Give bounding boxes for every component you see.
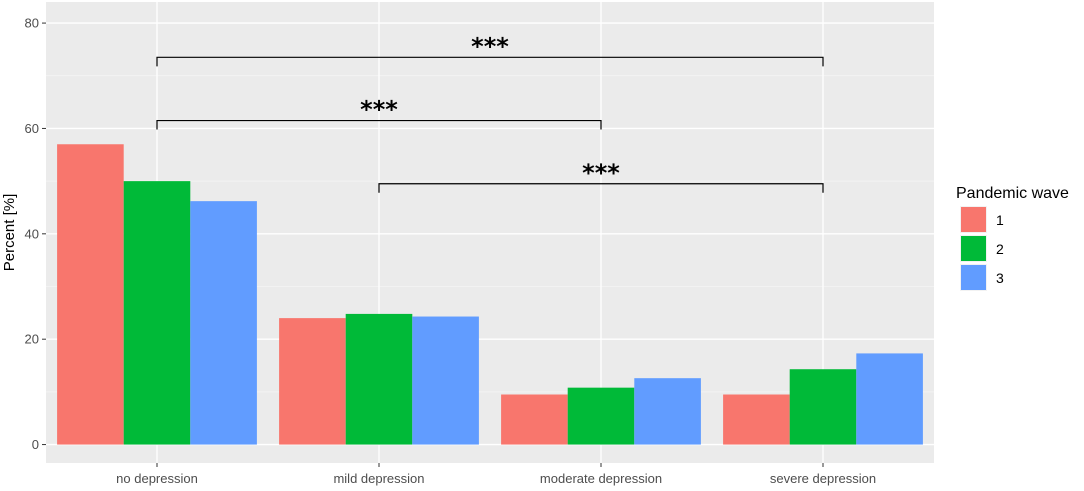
- legend-label: 1: [996, 212, 1004, 228]
- bar: [190, 201, 257, 445]
- legend-swatch: [961, 265, 986, 290]
- y-tick-label: 0: [32, 437, 39, 452]
- x-tick-label: mild depression: [333, 471, 424, 486]
- legend-swatch: [961, 236, 986, 261]
- bar: [856, 353, 923, 445]
- y-tick-label: 80: [25, 16, 39, 31]
- x-tick-label: severe depression: [770, 471, 876, 486]
- bar: [345, 313, 413, 445]
- significance-bracket: [156, 119, 602, 130]
- bar: [723, 394, 790, 445]
- bar: [412, 316, 479, 445]
- y-tick-label: 40: [25, 226, 39, 241]
- y-tick-label: 60: [25, 121, 39, 136]
- bar: [567, 387, 635, 445]
- significance-bracket: [378, 183, 824, 193]
- significance-label: ***: [471, 32, 509, 60]
- legend-title: Pandemic wave: [956, 185, 1069, 202]
- y-tick-label: 20: [25, 332, 39, 347]
- bar: [501, 394, 568, 445]
- significance-label: ***: [360, 96, 398, 124]
- bar: [789, 369, 857, 445]
- bar: [634, 378, 701, 445]
- y-axis-title: Percent [%]: [1, 194, 18, 272]
- bar: [123, 181, 191, 445]
- bars: [57, 144, 923, 445]
- y-axis: 0 20 40 60 80: [25, 16, 46, 452]
- legend-label: 3: [996, 270, 1004, 286]
- legend: Pandemic wave 1 2 3: [956, 185, 1069, 291]
- significance-brackets: *** *** ***: [156, 32, 824, 193]
- significance-bracket: [156, 56, 824, 67]
- legend-swatch: [961, 207, 986, 232]
- bar: [57, 144, 124, 445]
- legend-label: 2: [996, 241, 1004, 257]
- x-tick-label: moderate depression: [540, 471, 662, 486]
- x-tick-label: no depression: [116, 471, 198, 486]
- significance-label: ***: [582, 159, 620, 187]
- bar: [279, 318, 346, 445]
- x-axis: no depression mild depression moderate dep…: [116, 463, 876, 486]
